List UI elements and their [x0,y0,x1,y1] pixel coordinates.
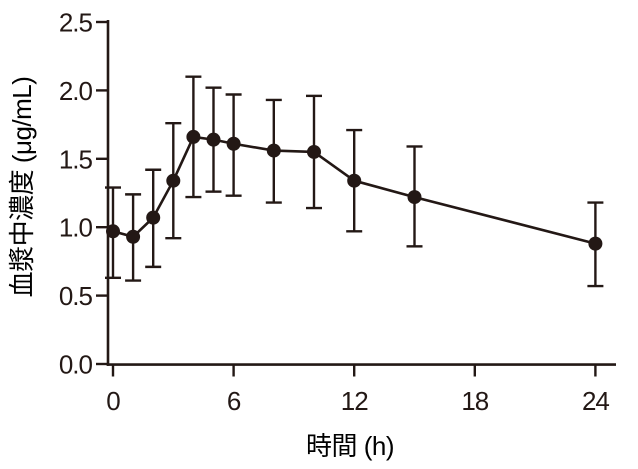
data-point-marker [407,190,422,205]
plot-area: 0.0 0.5 1.0 1.5 2.0 2.5 0 6 12 18 24 [59,8,616,416]
data-point-marker [126,229,141,244]
data-point-marker [226,136,241,151]
data-point-marker [186,129,201,144]
y-tick-label: 0.5 [59,281,93,311]
x-axis-title: 時間 (h) [306,431,394,461]
y-tick-label: 2.5 [59,8,93,38]
y-tick-label: 1.5 [59,144,93,174]
data-point-marker [266,143,281,158]
data-point-marker [146,210,161,225]
x-tick-label: 0 [106,386,120,416]
data-point-marker [588,236,603,251]
data-point-marker [166,173,181,188]
y-tick-label: 0.0 [59,350,93,380]
x-tick-label: 12 [341,386,368,416]
y-tick-label: 1.0 [59,213,93,243]
x-tick-label: 24 [582,386,609,416]
x-tick-label: 18 [461,386,488,416]
data-point-marker [206,132,221,147]
x-tick-label: 6 [227,386,241,416]
y-axis-title: 血漿中濃度 (μg/mL) [7,77,37,298]
y-tick-label: 2.0 [59,76,93,106]
data-point-marker [347,173,362,188]
data-point-marker [106,224,120,239]
data-point-marker [307,144,321,159]
